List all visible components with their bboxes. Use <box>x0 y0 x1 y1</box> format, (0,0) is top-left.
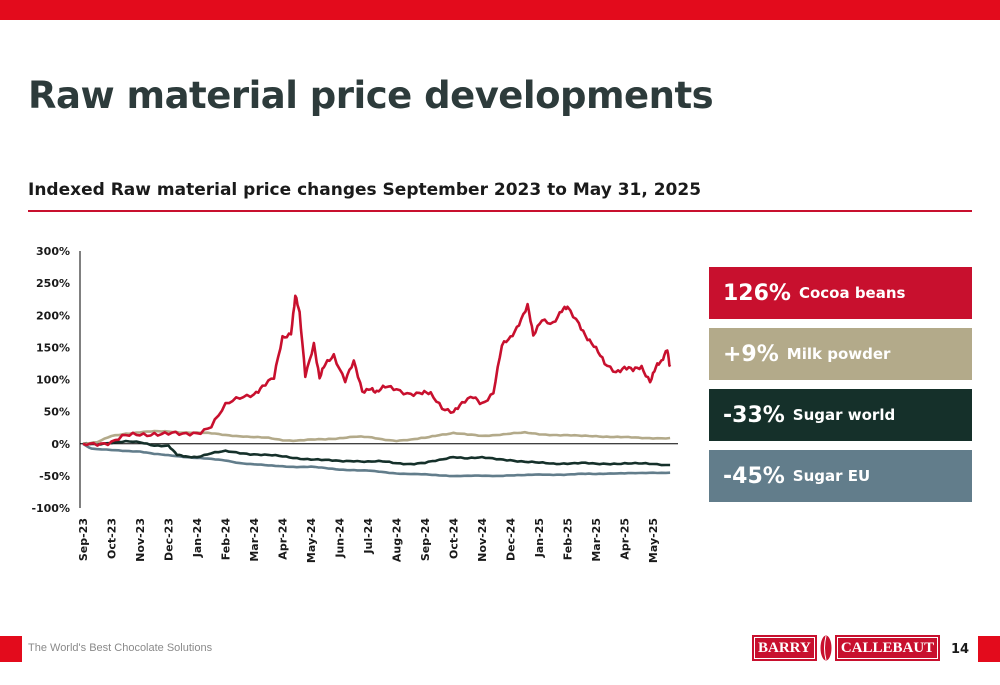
x-tick-label: Mar-24 <box>248 518 261 562</box>
footer-accent-square-right <box>978 636 1000 662</box>
x-tick-label: Mar-25 <box>590 518 603 562</box>
x-tick-label: Feb-25 <box>562 518 575 560</box>
page-title: Raw material price developments <box>28 74 714 117</box>
x-tick-label: Jun-24 <box>334 518 347 559</box>
legend-sugar-eu: -45% Sugar EU <box>709 450 972 502</box>
footer-tagline: The World's Best Chocolate Solutions <box>28 642 213 654</box>
y-tick-label: -100% <box>31 502 70 515</box>
x-tick-label: Oct-23 <box>106 518 119 559</box>
x-tick-label: Apr-25 <box>619 518 632 560</box>
legend-cocoa-beans: 126% Cocoa beans <box>709 267 972 319</box>
y-tick-label: 0% <box>51 438 70 451</box>
legend-sugar-world: -33% Sugar world <box>709 389 972 441</box>
legend-sugar-eu-name: Sugar EU <box>792 467 871 485</box>
y-tick-label: 250% <box>36 277 70 290</box>
series-line-sugar-world <box>82 439 671 467</box>
x-tick-label: Apr-24 <box>277 518 290 560</box>
x-tick-label: Dec-24 <box>505 518 518 561</box>
page-number: 14 <box>951 642 970 657</box>
x-tick-label: Jul-24 <box>362 518 375 555</box>
x-tick-label: Jan-24 <box>191 518 204 559</box>
x-tick-label: Nov-24 <box>476 518 489 562</box>
series-line-cocoa-beans <box>82 294 672 447</box>
x-tick-label: Oct-24 <box>448 518 461 559</box>
legend-cocoa-beans-name: Cocoa beans <box>798 284 906 302</box>
cocoa-bean-icon <box>817 634 835 662</box>
x-tick-label: Sep-23 <box>77 518 90 561</box>
legend-sugar-world-name: Sugar world <box>792 406 896 424</box>
x-tick-label: Aug-24 <box>391 518 404 562</box>
x-tick-label: May-25 <box>647 518 660 563</box>
x-tick-label: May-24 <box>305 518 318 563</box>
subtitle-divider <box>28 210 972 212</box>
y-tick-label: 200% <box>36 309 70 322</box>
x-tick-label: Sep-24 <box>419 518 432 561</box>
x-tick-label: Jan-25 <box>533 518 546 558</box>
legend-cocoa-beans-pct: 126% <box>723 280 791 306</box>
barry-callebaut-logo: BARRY CALLEBAUT <box>752 634 942 662</box>
x-tick-label: Dec-23 <box>163 518 176 561</box>
top-accent-bar <box>0 0 1000 20</box>
y-tick-label: 300% <box>36 245 70 258</box>
y-tick-label: 150% <box>36 341 70 354</box>
legend-milk-powder-pct: +9% <box>723 341 779 367</box>
chart-subtitle: Indexed Raw material price changes Septe… <box>28 180 702 200</box>
legend-milk-powder-name: Milk powder <box>786 345 891 363</box>
series-line-milk-powder <box>82 429 671 446</box>
x-tick-label: Feb-24 <box>220 518 233 561</box>
y-tick-label: -50% <box>39 470 70 483</box>
x-tick-label: Nov-23 <box>134 518 147 562</box>
legend-sugar-eu-pct: -45% <box>723 463 785 489</box>
y-tick-label: 100% <box>36 374 70 387</box>
logo-text-right: CALLEBAUT <box>834 635 941 661</box>
y-tick-label: 50% <box>44 406 70 419</box>
legend-milk-powder: +9% Milk powder <box>709 328 972 380</box>
footer-accent-square <box>0 636 22 662</box>
logo-text-left: BARRY <box>752 635 817 661</box>
legend-sugar-world-pct: -33% <box>723 402 785 428</box>
